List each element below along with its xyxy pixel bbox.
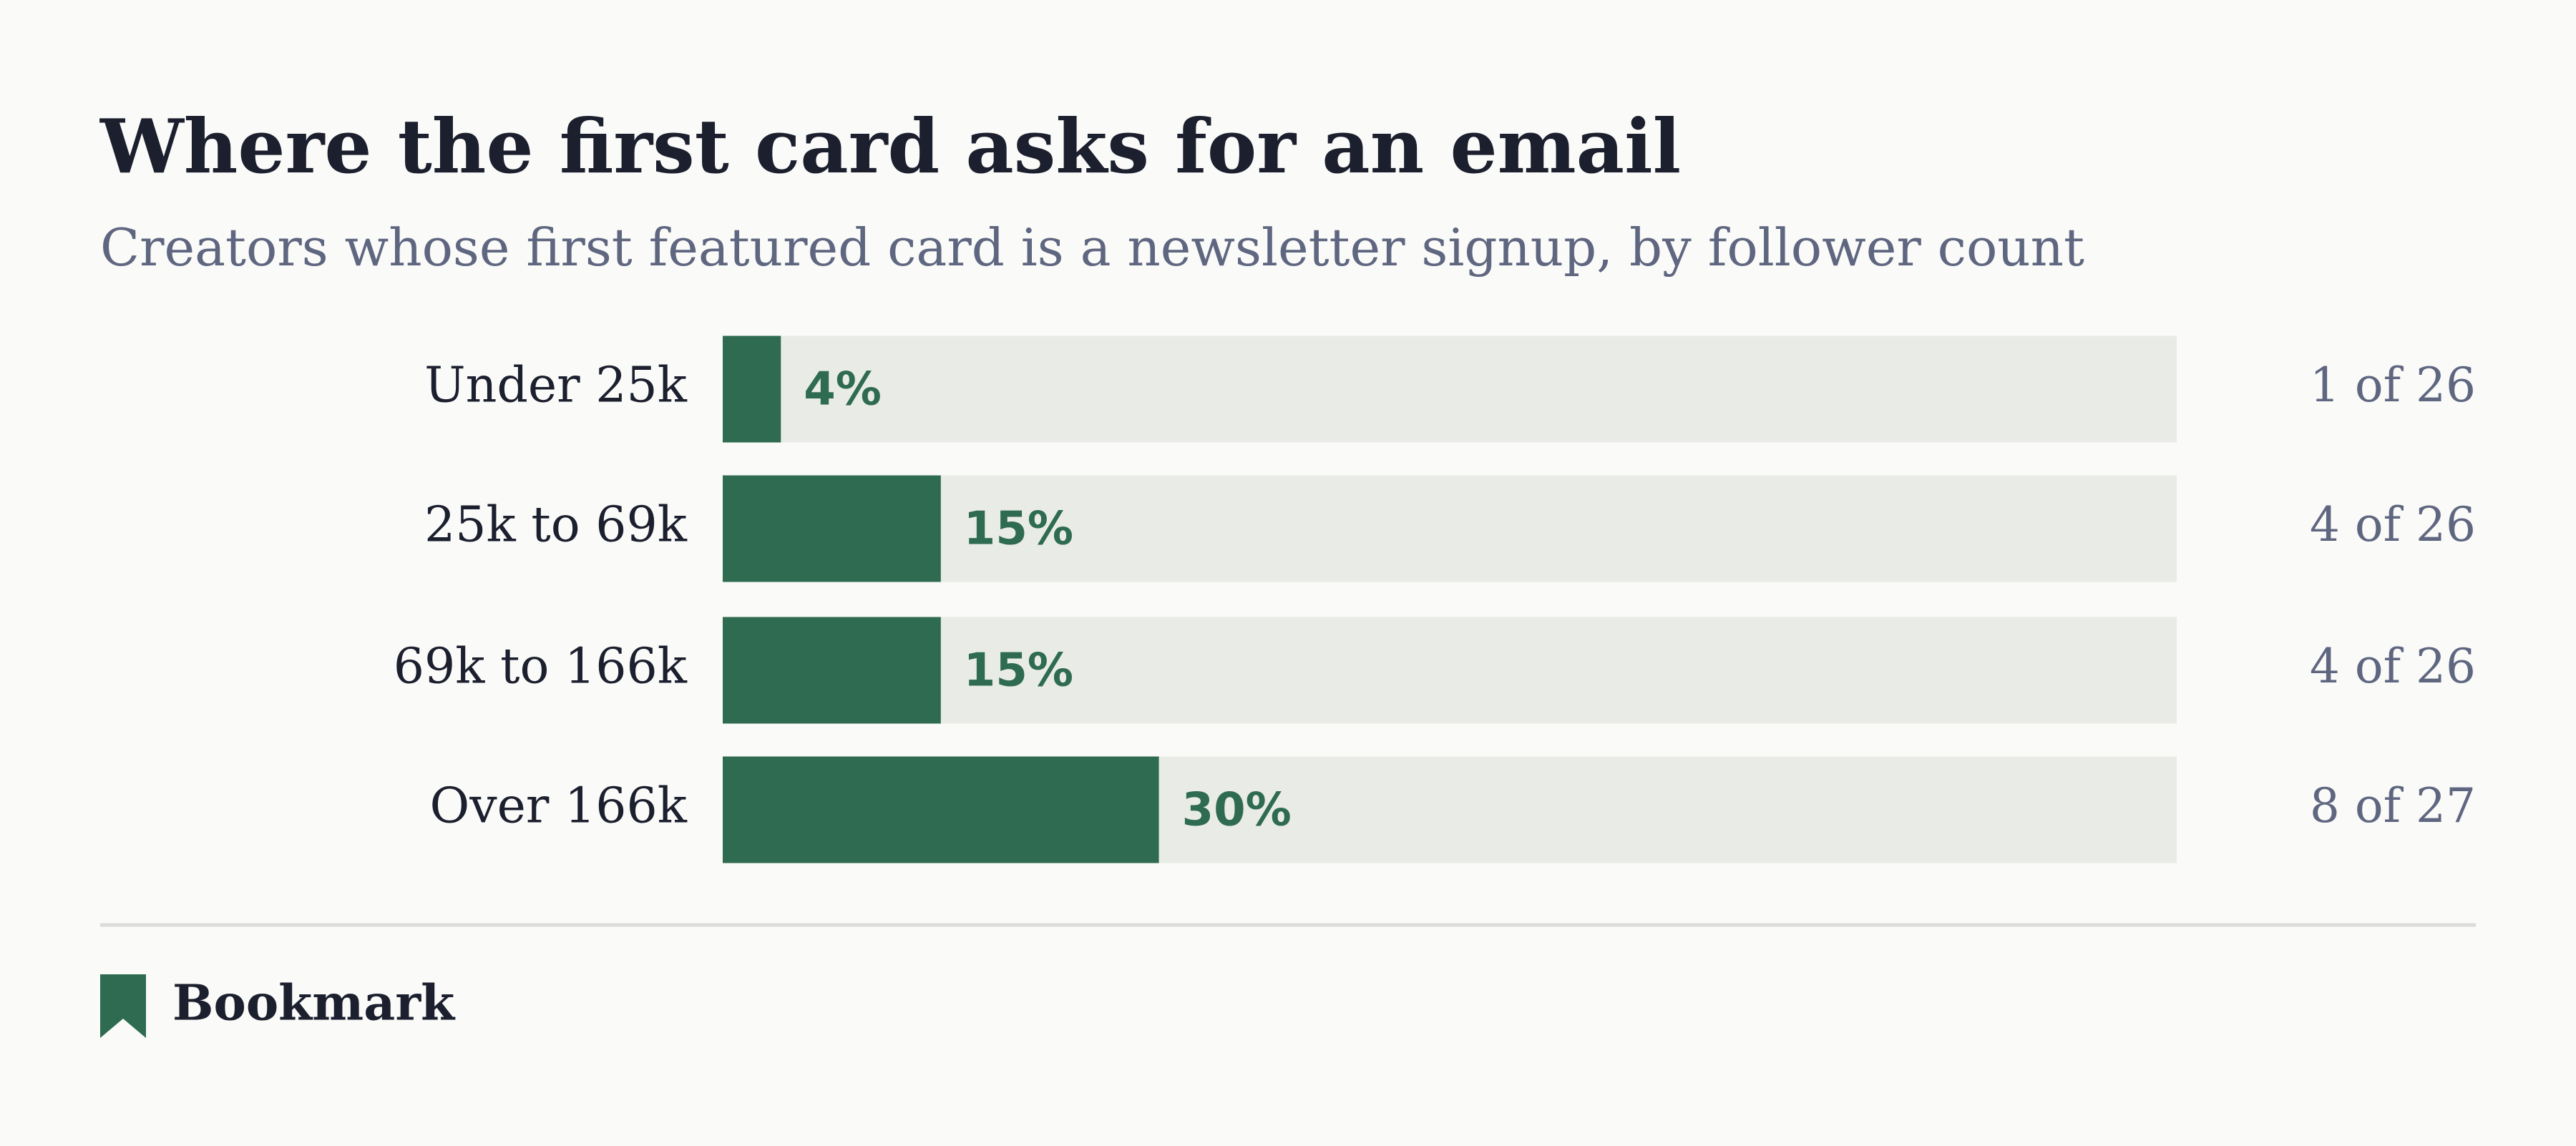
brand-name: Bookmark: [172, 975, 456, 1032]
value-label: 15%: [964, 503, 1073, 556]
count-label: 8 of 27: [2310, 778, 2476, 833]
bar: [723, 475, 941, 582]
count-label: 4 of 26: [2310, 639, 2476, 694]
bar-track: [723, 336, 2177, 443]
category-label: 69k to 166k: [394, 639, 688, 695]
bar: [723, 617, 941, 724]
brand-logo: [100, 974, 146, 1038]
count-label: 4 of 26: [2310, 497, 2476, 552]
category-label: Over 166k: [429, 778, 687, 835]
chart-subtitle: Creators whose first featured card is a …: [100, 217, 2084, 278]
value-label: 4%: [804, 363, 882, 416]
category-label: Under 25k: [424, 358, 688, 414]
bar: [723, 336, 781, 443]
value-label: 15%: [964, 645, 1073, 697]
chart-title: Where the first card asks for an email: [99, 102, 1681, 190]
bar: [723, 756, 1159, 863]
bar-track: [723, 475, 2177, 582]
value-label: 30%: [1182, 784, 1292, 837]
category-label: 25k to 69k: [424, 497, 688, 554]
count-label: 1 of 26: [2310, 358, 2476, 413]
bar-track: [723, 617, 2177, 724]
